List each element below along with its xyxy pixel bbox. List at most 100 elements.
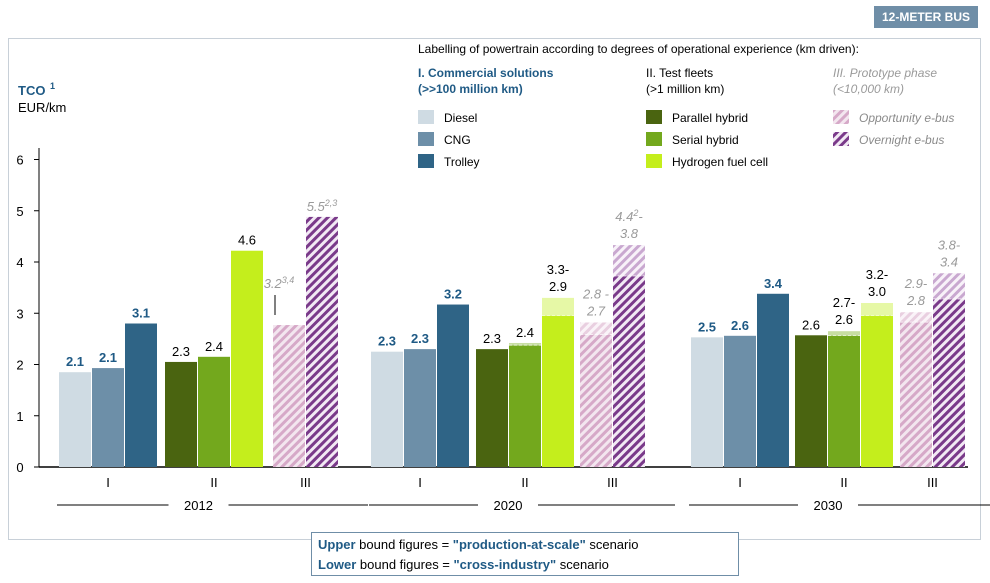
legend-group-title-2: II. Test fleets	[646, 66, 713, 80]
data-label-2020-hydrogen-fuel-cell: 3.3-	[547, 262, 569, 277]
legend-group-title-1: I. Commercial solutions	[418, 66, 554, 80]
bar-2030-cng	[724, 335, 756, 467]
bar-2012-opportunity-e-bus	[273, 325, 305, 467]
bar-2030-opportunity-e-bus	[900, 322, 932, 467]
data-label-2020-overnight-e-bus: 4.42-	[615, 208, 643, 224]
data-label-2012-overnight-e-bus: 5.52,3	[307, 198, 338, 214]
y-tick-label: 1	[16, 409, 23, 424]
data-label-2012-diesel: 2.1	[66, 354, 84, 369]
year-label-2030: 2030	[814, 498, 843, 513]
legend-item-overnight-e-bus: Overnight e-bus	[859, 133, 944, 147]
bar-2030-parallel-hybrid	[795, 335, 827, 467]
lower-mid: bound figures =	[356, 557, 454, 572]
data-label-lower-2030-hydrogen-fuel-cell: 3.0	[868, 284, 886, 299]
bar-upper-2030-serial-hybrid	[828, 331, 860, 336]
group-label-2030-ii: II	[840, 475, 847, 490]
bar-2020-overnight-e-bus	[613, 276, 645, 467]
data-label-2012-serial-hybrid: 2.4	[205, 339, 223, 354]
data-label-lower-2030-serial-hybrid: 2.6	[835, 312, 853, 327]
data-label-2030-cng: 2.6	[731, 318, 749, 333]
group-label-2012-i: I	[106, 475, 110, 490]
legend-group-subtitle-3: (<10,000 km)	[833, 82, 904, 96]
bar-upper-2020-opportunity-e-bus	[580, 322, 612, 335]
bar-upper-2030-overnight-e-bus	[933, 273, 965, 300]
bar-2012-hydrogen-fuel-cell	[231, 250, 263, 467]
bar-upper-2020-overnight-e-bus	[613, 245, 645, 277]
lower-scenario: "cross-industry"	[453, 557, 557, 572]
bar-2020-diesel	[371, 351, 403, 467]
lower-word: Lower	[318, 557, 357, 572]
y-tick-label: 5	[16, 204, 23, 219]
data-label-2012-opportunity-e-bus: 3.23,4	[264, 275, 295, 291]
upper-bound-line: Upper bound figures = "production-at-sca…	[318, 535, 738, 555]
bar-2030-hydrogen-fuel-cell	[861, 315, 893, 467]
data-label-2020-serial-hybrid: 2.4	[516, 325, 534, 340]
data-label-2030-hydrogen-fuel-cell: 3.2-	[866, 267, 888, 282]
bar-2020-opportunity-e-bus	[580, 334, 612, 467]
legend-swatch-trolley	[418, 154, 434, 168]
data-label-2030-diesel: 2.5	[698, 319, 716, 334]
group-label-2020-ii: II	[521, 475, 528, 490]
bar-2012-parallel-hybrid	[165, 361, 197, 467]
bar-2020-hydrogen-fuel-cell	[542, 315, 574, 467]
data-label-lower-2030-overnight-e-bus: 3.4	[940, 254, 958, 269]
legend-swatch-parallel-hybrid	[646, 110, 662, 124]
data-label-lower-2020-opportunity-e-bus: 2.7	[586, 303, 606, 318]
bar-upper-2030-opportunity-e-bus	[900, 312, 932, 323]
legend-swatch-opportunity-e-bus	[833, 110, 849, 124]
scenario-note: Upper bound figures = "production-at-sca…	[311, 532, 739, 576]
data-label-2020-opportunity-e-bus: 2.8 -	[582, 286, 610, 301]
data-label-sup: 2	[632, 208, 638, 218]
bar-2030-serial-hybrid	[828, 335, 860, 467]
bar-2012-serial-hybrid	[198, 356, 230, 467]
data-label-2030-overnight-e-bus: 3.8-	[938, 237, 961, 252]
data-label-2030-serial-hybrid: 2.7-	[833, 295, 855, 310]
y-tick-label: 4	[16, 255, 23, 270]
upper-mid: bound figures =	[355, 537, 453, 552]
legend-group-title-3: III. Prototype phase	[833, 66, 937, 80]
data-label-dash: -	[638, 209, 643, 224]
y-axis-unit: EUR/km	[18, 100, 66, 115]
bar-2012-cng	[92, 368, 124, 467]
data-label-2012-trolley: 3.1	[132, 306, 150, 321]
upper-end: scenario	[585, 537, 639, 552]
data-label-2030-parallel-hybrid: 2.6	[802, 317, 820, 332]
y-tick-label: 3	[16, 306, 23, 321]
legend-swatch-overnight-e-bus	[833, 132, 849, 146]
bar-2020-cng	[404, 349, 436, 467]
legend-swatch-hydrogen-fuel-cell	[646, 154, 662, 168]
y-tick-label: 0	[16, 460, 23, 475]
upper-word: Upper	[318, 537, 356, 552]
bar-2012-trolley	[125, 323, 157, 467]
bar-2030-trolley	[757, 293, 789, 467]
y-tick-label: 2	[16, 358, 23, 373]
legend-item-diesel: Diesel	[444, 111, 477, 125]
legend-item-opportunity-e-bus: Opportunity e-bus	[859, 111, 954, 125]
legend-group-subtitle-1: (>>100 million km)	[418, 82, 523, 96]
data-label-lower-2030-opportunity-e-bus: 2.8	[906, 293, 926, 308]
legend-swatch-serial-hybrid	[646, 132, 662, 146]
legend-item-serial-hybrid: Serial hybrid	[672, 133, 739, 147]
data-label-2020-cng: 2.3	[411, 331, 429, 346]
year-label-2020: 2020	[494, 498, 523, 513]
bar-2020-serial-hybrid	[509, 345, 541, 467]
bar-2020-trolley	[437, 304, 469, 467]
data-label-2012-cng: 2.1	[99, 350, 117, 365]
legend-swatch-cng	[418, 132, 434, 146]
legend-swatch-diesel	[418, 110, 434, 124]
legend-heading: Labelling of powertrain according to deg…	[418, 42, 859, 56]
bar-upper-2020-serial-hybrid	[509, 342, 541, 346]
legend-item-trolley: Trolley	[444, 155, 480, 169]
group-label-2012-iii: III	[300, 475, 311, 490]
data-label-2030-trolley: 3.4	[764, 276, 783, 291]
bar-2012-overnight-e-bus	[306, 216, 338, 467]
data-label-lower-2020-overnight-e-bus: 3.8	[620, 226, 639, 241]
legend-item-hydrogen-fuel-cell: Hydrogen fuel cell	[672, 155, 768, 169]
group-label-2020-i: I	[418, 475, 422, 490]
bar-2012-diesel	[59, 372, 91, 467]
group-label-2030-i: I	[738, 475, 742, 490]
data-label-2012-hydrogen-fuel-cell: 4.6	[238, 233, 256, 248]
y-axis-title-sup: 1	[50, 81, 55, 91]
data-label-2020-parallel-hybrid: 2.3	[483, 331, 501, 346]
y-tick-label: 6	[16, 153, 23, 168]
